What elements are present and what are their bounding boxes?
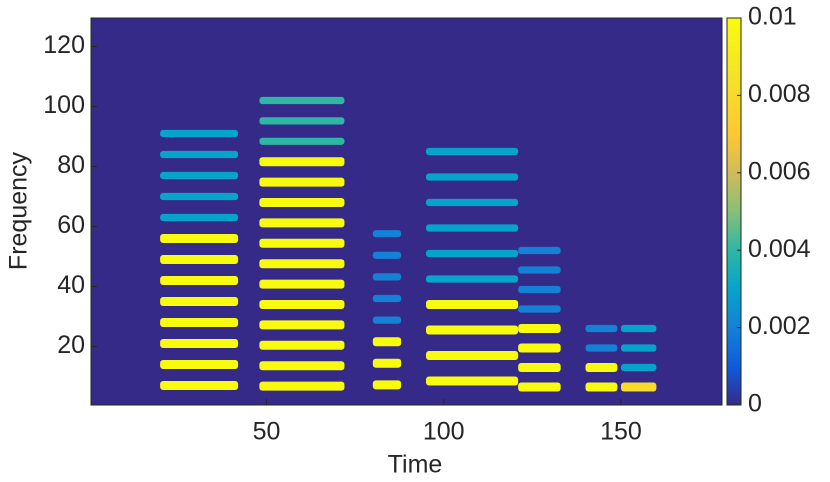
colorbar-tick-label: 0.002 [748, 312, 811, 340]
colorbar [726, 17, 742, 406]
y-tick-label: 100 [43, 91, 85, 119]
harmonic [160, 381, 239, 390]
harmonic [372, 294, 402, 303]
harmonic [160, 129, 239, 138]
harmonic [160, 339, 239, 348]
harmonic [425, 224, 519, 232]
harmonic [620, 363, 657, 372]
harmonic [518, 382, 561, 392]
harmonic [160, 276, 239, 285]
harmonic [160, 150, 239, 159]
harmonic [160, 255, 239, 264]
harmonic [585, 344, 618, 352]
harmonic [259, 238, 345, 248]
harmonic [259, 137, 345, 145]
harmonic [620, 382, 657, 392]
y-axis-label: Frequency [5, 151, 33, 270]
harmonic [259, 381, 345, 391]
harmonic [259, 177, 345, 187]
harmonic [259, 320, 345, 330]
harmonic [518, 266, 561, 274]
harmonic [425, 376, 519, 386]
harmonic [259, 340, 345, 350]
harmonic [585, 382, 618, 392]
colorbar-tick-label: 0.006 [748, 157, 811, 185]
harmonic [620, 324, 657, 333]
harmonic [160, 192, 239, 201]
harmonic [372, 337, 402, 347]
harmonic [518, 246, 561, 255]
harmonic [160, 360, 239, 369]
x-tick-label: 150 [600, 418, 642, 446]
harmonic [518, 285, 561, 294]
harmonic [372, 230, 402, 238]
harmonic [372, 273, 402, 281]
harmonic [372, 380, 402, 390]
harmonic [518, 363, 561, 372]
colorbar-tick-label: 0.01 [748, 3, 797, 31]
harmonic [620, 344, 657, 352]
harmonic [160, 213, 239, 222]
harmonic [425, 325, 519, 335]
harmonic [160, 234, 239, 243]
colorbar-tick-label: 0 [748, 390, 762, 418]
y-tick-label: 60 [57, 211, 85, 239]
x-tick-label: 50 [253, 418, 281, 446]
harmonic [259, 259, 345, 269]
y-tick-label: 80 [57, 151, 85, 179]
harmonic [425, 275, 519, 283]
colorbar-tick-label: 0.008 [748, 80, 811, 108]
harmonic [259, 198, 345, 207]
harmonic [425, 147, 519, 156]
axes: 50 100 150 20 40 60 80 100 120 0 0.002 0.004 0.006 0.… [43, 3, 810, 446]
harmonic [425, 249, 519, 258]
harmonic [425, 173, 519, 181]
harmonic [259, 361, 345, 371]
harmonic [372, 358, 402, 368]
harmonic [425, 198, 519, 207]
harmonic [160, 318, 239, 327]
axes-frame [90, 17, 723, 406]
harmonic [259, 218, 345, 228]
plot-area [91, 18, 722, 405]
harmonic [518, 305, 561, 313]
harmonic [518, 324, 561, 333]
harmonic [585, 363, 618, 372]
harmonic [585, 324, 618, 333]
y-tick-label: 120 [43, 31, 85, 59]
harmonic [372, 251, 402, 259]
harmonic [518, 343, 561, 353]
x-tick-label: 100 [423, 418, 465, 446]
harmonic [160, 297, 239, 306]
x-axis-label: Time [388, 451, 443, 479]
harmonic [372, 316, 402, 324]
y-tick-label: 40 [57, 271, 85, 299]
harmonic [259, 117, 345, 125]
harmonic [259, 279, 345, 289]
harmonic [259, 300, 345, 309]
harmonic [259, 157, 345, 167]
harmonic [259, 96, 345, 105]
y-tick-label: 20 [57, 331, 85, 359]
harmonic [160, 171, 239, 180]
harmonic [425, 351, 519, 360]
harmonic [425, 300, 519, 309]
colorbar-tick-label: 0.004 [748, 235, 811, 263]
